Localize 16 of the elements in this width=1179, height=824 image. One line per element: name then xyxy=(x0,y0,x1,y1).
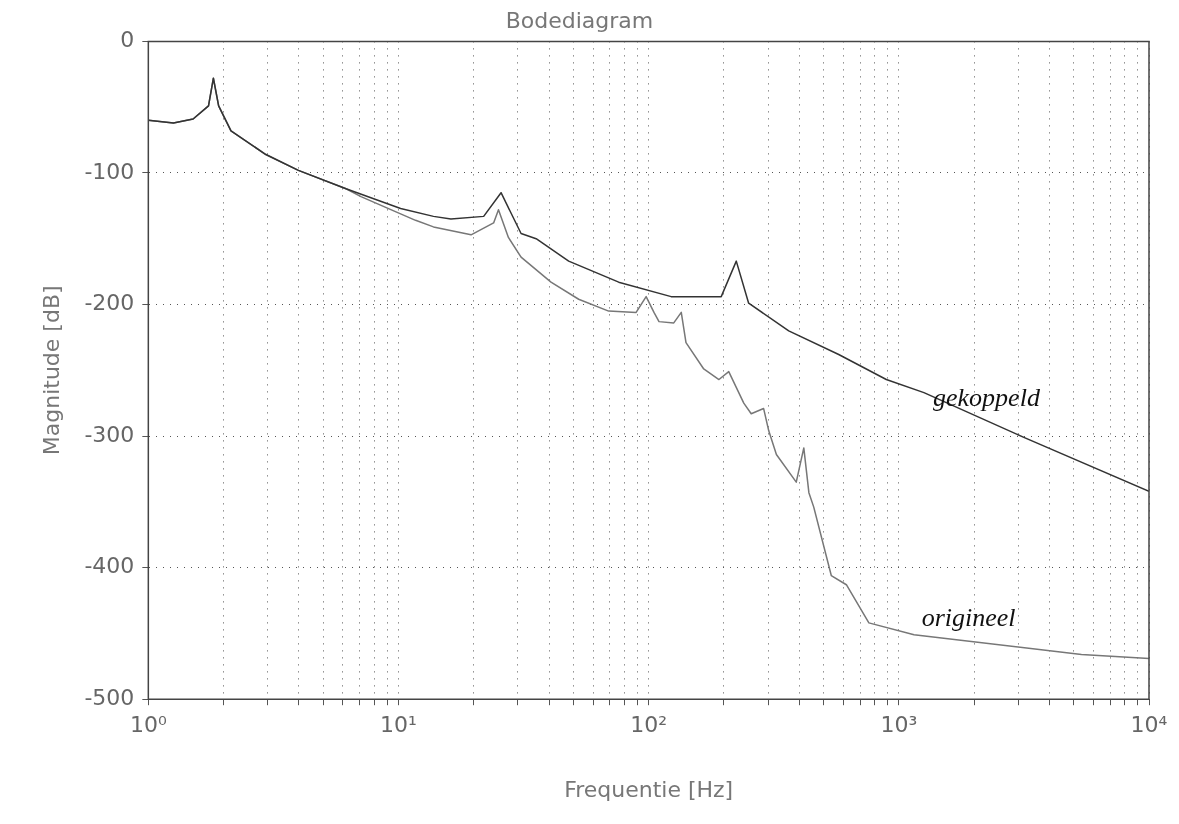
chart-title: Bodediagram xyxy=(505,7,654,33)
x-tick-label: 10⁴ xyxy=(1130,712,1168,738)
annotation: origineel xyxy=(921,602,1016,632)
y-tick-label: 0 xyxy=(120,27,135,53)
x-tick-label: 10³ xyxy=(880,712,918,738)
x-tick-label: 10⁰ xyxy=(129,712,167,738)
y-axis-title: Magnitude [dB] xyxy=(38,285,64,456)
x-tick-label: 10² xyxy=(630,712,668,738)
annotation: gekoppeld xyxy=(933,383,1041,413)
x-tick-label: 10¹ xyxy=(380,712,417,738)
y-tick-label: -200 xyxy=(84,290,135,316)
y-tick-label: -300 xyxy=(84,421,135,447)
x-axis-title: Frequentie [Hz] xyxy=(564,776,734,802)
y-tick-label: -500 xyxy=(84,684,135,710)
y-tick-label: -400 xyxy=(84,553,135,579)
y-tick-label: -100 xyxy=(84,158,135,184)
